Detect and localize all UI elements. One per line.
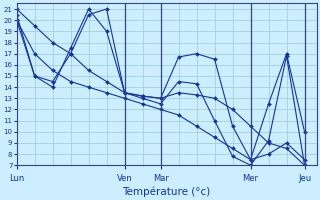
X-axis label: Température (°c): Température (°c) xyxy=(123,186,211,197)
